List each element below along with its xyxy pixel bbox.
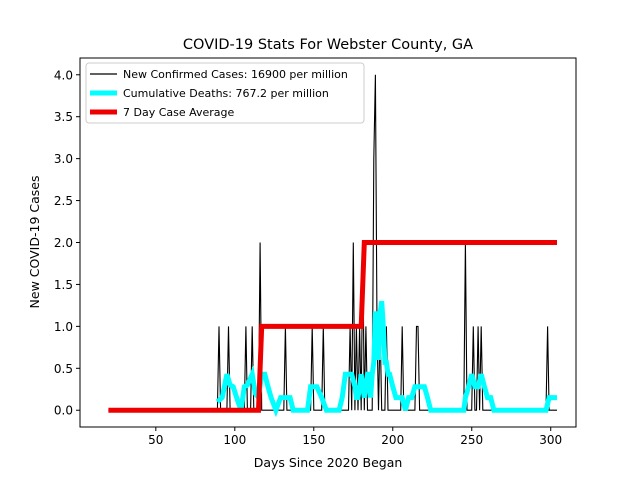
- y-tick-label: 1.0: [54, 320, 73, 334]
- series-line-cumulative-deaths: [215, 300, 557, 418]
- y-tick-label: 0.5: [54, 362, 73, 376]
- plot-frame: [79, 57, 577, 428]
- y-tick-label: 0.0: [54, 404, 73, 418]
- legend-label-deaths: Cumulative Deaths: 767.2 per million: [123, 87, 329, 100]
- x-tick-label: 150: [302, 433, 325, 447]
- legend-label-average: 7 Day Case Average: [123, 106, 235, 119]
- legend-label-cases: New Confirmed Cases: 16900 per million: [123, 68, 348, 81]
- y-tick-label: 2.5: [54, 194, 73, 208]
- legend-box: [85, 62, 365, 124]
- x-tick-label: 250: [460, 433, 483, 447]
- y-axis-label: New COVID-19 Cases: [27, 176, 42, 309]
- y-tick-label: 4.0: [54, 68, 73, 82]
- x-tick-label: 300: [539, 433, 562, 447]
- series-layer: [108, 74, 557, 418]
- series-line-7-day-average: [108, 240, 557, 413]
- x-tick-label: 100: [223, 433, 246, 447]
- chart-title: COVID-19 Stats For Webster County, GA: [183, 37, 473, 53]
- x-tick-label: 50: [148, 433, 163, 447]
- x-tick-label: 200: [381, 433, 404, 447]
- x-axis-label: Days Since 2020 Began: [254, 455, 403, 470]
- axes-layer: 50 100 150 200 250 300 0.0 0.5 1.0 1.5 2.0 2.5 3.0 3.…: [54, 68, 562, 447]
- y-tick-label: 2.0: [54, 236, 73, 250]
- legend: New Confirmed Cases: 16900 per million C…: [85, 62, 365, 124]
- y-tick-label: 3.5: [54, 110, 73, 124]
- y-tick-label: 3.0: [54, 152, 73, 166]
- y-tick-label: 1.5: [54, 278, 73, 292]
